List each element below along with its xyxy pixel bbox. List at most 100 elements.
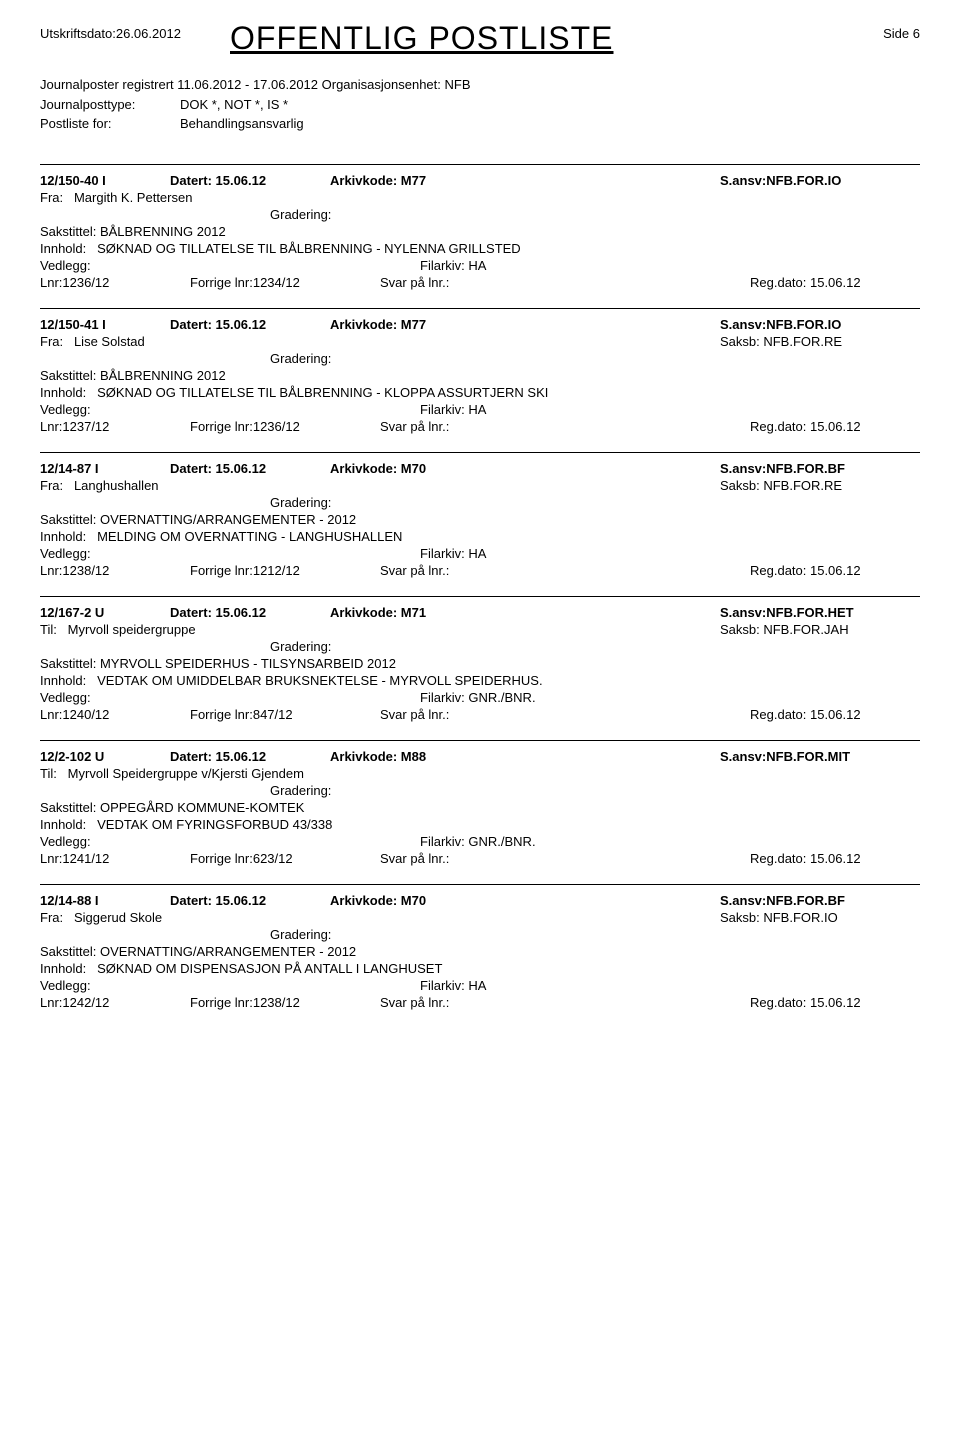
entry-header-row: 12/14-88 I Datert: 15.06.12 Arkivkode: M…	[40, 893, 920, 908]
entry-from: Fra: Margith K. Pettersen	[40, 190, 720, 205]
entry-regdato: Reg.dato: 15.06.12	[750, 419, 920, 434]
page-number: Side 6	[840, 20, 920, 41]
entry-innhold: Innhold: SØKNAD OG TILLATELSE TIL BÅLBRE…	[40, 241, 920, 256]
entry-arkivkode: Arkivkode: M70	[330, 461, 720, 476]
print-date-value: 26.06.2012	[116, 26, 181, 41]
entry-from-row: Til: Myrvoll Speidergruppe v/Kjersti Gje…	[40, 766, 920, 781]
entry-vedlegg: Vedlegg:	[40, 978, 420, 993]
entry-arkivkode: Arkivkode: M77	[330, 317, 720, 332]
entry-sakstittel: Sakstittel: BÅLBRENNING 2012	[40, 368, 920, 383]
entry-sakstittel: Sakstittel: OVERNATTING/ARRANGEMENTER - …	[40, 512, 920, 527]
entry-vedlegg-row: Vedlegg: Filarkiv: HA	[40, 258, 920, 273]
entry-gradering: Gradering:	[40, 351, 920, 366]
entry-forrige: Forrige lnr:1236/12	[190, 419, 380, 434]
entry-vedlegg: Vedlegg:	[40, 402, 420, 417]
page-header: Utskriftsdato:26.06.2012 OFFENTLIG POSTL…	[40, 20, 920, 57]
entry-footer-row: Lnr:1242/12 Forrige lnr:1238/12 Svar på …	[40, 995, 920, 1010]
entry-ansv: S.ansv:NFB.FOR.MIT	[720, 749, 920, 764]
entry-arkivkode: Arkivkode: M88	[330, 749, 720, 764]
entry-regdato: Reg.dato: 15.06.12	[750, 563, 920, 578]
entry-lnr: Lnr:1238/12	[40, 563, 190, 578]
entry-sakstittel: Sakstittel: MYRVOLL SPEIDERHUS - TILSYNS…	[40, 656, 920, 671]
entry-date: Datert: 15.06.12	[170, 173, 330, 188]
entry-forrige: Forrige lnr:847/12	[190, 707, 380, 722]
entry-header-row: 12/150-40 I Datert: 15.06.12 Arkivkode: …	[40, 173, 920, 188]
entry-regdato: Reg.dato: 15.06.12	[750, 275, 920, 290]
entry-from: Til: Myrvoll speidergruppe	[40, 622, 720, 637]
entry-vedlegg-row: Vedlegg: Filarkiv: GNR./BNR.	[40, 690, 920, 705]
entry-date: Datert: 15.06.12	[170, 317, 330, 332]
entry-regdato: Reg.dato: 15.06.12	[750, 851, 920, 866]
entry-saksb: Saksb: NFB.FOR.IO	[720, 910, 920, 925]
entry-from-row: Til: Myrvoll speidergruppe Saksb: NFB.FO…	[40, 622, 920, 637]
subheader-row-registered: Journalposter registrert 11.06.2012 - 17…	[40, 75, 920, 95]
entry-arkivkode: Arkivkode: M70	[330, 893, 720, 908]
entry-filarkiv: Filarkiv: GNR./BNR.	[420, 690, 920, 705]
entry-innhold: Innhold: VEDTAK OM UMIDDELBAR BRUKSNEKTE…	[40, 673, 920, 688]
entry-svar: Svar på lnr.:	[380, 851, 750, 866]
entry-footer-row: Lnr:1240/12 Forrige lnr:847/12 Svar på l…	[40, 707, 920, 722]
entry-saksb: Saksb: NFB.FOR.RE	[720, 334, 920, 349]
entry-from-row: Fra: Lise Solstad Saksb: NFB.FOR.RE	[40, 334, 920, 349]
entry-gradering: Gradering:	[40, 495, 920, 510]
subheader-row-postliste: Postliste for: Behandlingsansvarlig	[40, 114, 920, 134]
entry-saksb	[720, 766, 920, 781]
entry-from: Fra: Siggerud Skole	[40, 910, 720, 925]
entry-lnr: Lnr:1240/12	[40, 707, 190, 722]
entry-footer-row: Lnr:1238/12 Forrige lnr:1212/12 Svar på …	[40, 563, 920, 578]
entry-lnr: Lnr:1241/12	[40, 851, 190, 866]
entry-sakstittel: Sakstittel: BÅLBRENNING 2012	[40, 224, 920, 239]
page-value: 6	[913, 26, 920, 41]
entry-ansv: S.ansv:NFB.FOR.IO	[720, 173, 920, 188]
subheader-row-type: Journalposttype: DOK *, NOT *, IS *	[40, 95, 920, 115]
entry-filarkiv: Filarkiv: HA	[420, 546, 920, 561]
entry-filarkiv: Filarkiv: HA	[420, 402, 920, 417]
entry-vedlegg: Vedlegg:	[40, 546, 420, 561]
page-title: OFFENTLIG POSTLISTE	[220, 20, 840, 57]
entry-gradering: Gradering:	[40, 927, 920, 942]
entry-ansv: S.ansv:NFB.FOR.BF	[720, 893, 920, 908]
journal-entry: 12/150-41 I Datert: 15.06.12 Arkivkode: …	[40, 308, 920, 442]
entry-innhold: Innhold: MELDING OM OVERNATTING - LANGHU…	[40, 529, 920, 544]
entry-lnr: Lnr:1236/12	[40, 275, 190, 290]
entry-gradering: Gradering:	[40, 639, 920, 654]
entry-arkivkode: Arkivkode: M77	[330, 173, 720, 188]
entry-header-row: 12/14-87 I Datert: 15.06.12 Arkivkode: M…	[40, 461, 920, 476]
entry-from-row: Fra: Margith K. Pettersen	[40, 190, 920, 205]
entry-footer-row: Lnr:1237/12 Forrige lnr:1236/12 Svar på …	[40, 419, 920, 434]
entry-gradering: Gradering:	[40, 207, 920, 222]
registered-value: 11.06.2012 - 17.06.2012	[177, 75, 318, 95]
print-date: Utskriftsdato:26.06.2012	[40, 20, 220, 41]
postliste-value: Behandlingsansvarlig	[180, 114, 920, 134]
posttype-value: DOK *, NOT *, IS *	[180, 95, 920, 115]
entry-footer-row: Lnr:1241/12 Forrige lnr:623/12 Svar på l…	[40, 851, 920, 866]
entry-innhold: Innhold: SØKNAD OG TILLATELSE TIL BÅLBRE…	[40, 385, 920, 400]
entry-saksb: Saksb: NFB.FOR.JAH	[720, 622, 920, 637]
postliste-label: Postliste for:	[40, 114, 180, 134]
entry-lnr: Lnr:1237/12	[40, 419, 190, 434]
journal-entry: 12/14-88 I Datert: 15.06.12 Arkivkode: M…	[40, 884, 920, 1018]
entries-list: 12/150-40 I Datert: 15.06.12 Arkivkode: …	[40, 164, 920, 1018]
entry-date: Datert: 15.06.12	[170, 749, 330, 764]
entry-gradering: Gradering:	[40, 783, 920, 798]
entry-forrige: Forrige lnr:623/12	[190, 851, 380, 866]
print-date-label: Utskriftsdato:	[40, 26, 116, 41]
entry-svar: Svar på lnr.:	[380, 563, 750, 578]
entry-ansv: S.ansv:NFB.FOR.HET	[720, 605, 920, 620]
entry-forrige: Forrige lnr:1238/12	[190, 995, 380, 1010]
entry-from-row: Fra: Langhushallen Saksb: NFB.FOR.RE	[40, 478, 920, 493]
entry-from: Til: Myrvoll Speidergruppe v/Kjersti Gje…	[40, 766, 720, 781]
entry-date: Datert: 15.06.12	[170, 461, 330, 476]
entry-header-row: 12/2-102 U Datert: 15.06.12 Arkivkode: M…	[40, 749, 920, 764]
page-label: Side	[883, 26, 909, 41]
entry-vedlegg: Vedlegg:	[40, 258, 420, 273]
entry-svar: Svar på lnr.:	[380, 995, 750, 1010]
journal-entry: 12/2-102 U Datert: 15.06.12 Arkivkode: M…	[40, 740, 920, 874]
entry-ansv: S.ansv:NFB.FOR.IO	[720, 317, 920, 332]
entry-date: Datert: 15.06.12	[170, 605, 330, 620]
entry-saksb	[720, 190, 920, 205]
entry-filarkiv: Filarkiv: GNR./BNR.	[420, 834, 920, 849]
entry-innhold: Innhold: SØKNAD OM DISPENSASJON PÅ ANTAL…	[40, 961, 920, 976]
entry-vedlegg: Vedlegg:	[40, 834, 420, 849]
entry-svar: Svar på lnr.:	[380, 275, 750, 290]
